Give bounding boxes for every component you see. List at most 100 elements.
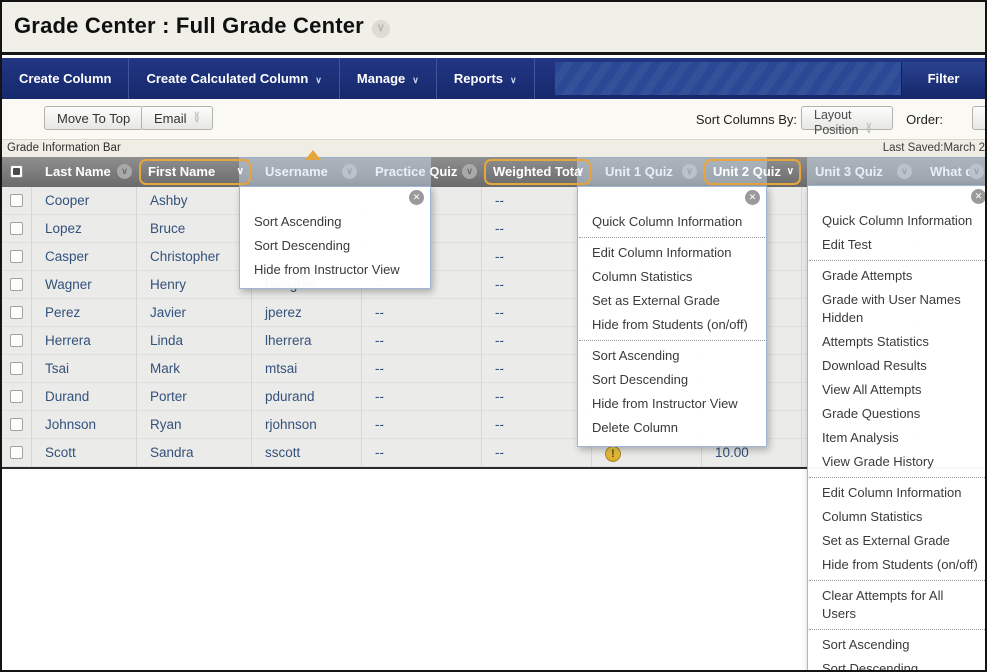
column-menu-icon[interactable]: ∨ bbox=[462, 164, 477, 179]
row-checkbox[interactable] bbox=[10, 222, 23, 235]
select-all-header-cell[interactable] bbox=[2, 157, 32, 187]
column-header-unit-2-quiz[interactable]: Unit 2 Quiz ∨ bbox=[702, 157, 802, 187]
grade-cell[interactable]: -- bbox=[482, 411, 592, 439]
grade-cell[interactable] bbox=[702, 243, 802, 271]
select-all-checkbox[interactable] bbox=[10, 165, 23, 178]
grade-cell[interactable] bbox=[702, 327, 802, 355]
grade-cell[interactable]: -- bbox=[482, 215, 592, 243]
row-checkbox[interactable] bbox=[10, 250, 23, 263]
menu-item-sort-descending[interactable]: Sort Descending bbox=[254, 238, 351, 253]
row-checkbox[interactable] bbox=[10, 362, 23, 375]
grade-cell[interactable] bbox=[702, 215, 802, 243]
grade-information-bar-label[interactable]: Grade Information Bar bbox=[7, 142, 121, 154]
close-icon[interactable]: ✕ bbox=[745, 190, 760, 205]
menu-item-sort-ascending[interactable]: Sort Ascending bbox=[592, 348, 680, 363]
menu-item-grade-with-user-names-hidden[interactable]: Grade with User Names Hidden bbox=[822, 292, 961, 325]
menu-item-edit-test[interactable]: Edit Test bbox=[822, 237, 872, 252]
column-header-unit-1-quiz[interactable]: Unit 1 Quiz ∨ bbox=[592, 157, 702, 187]
menu-item-column-statistics[interactable]: Column Statistics bbox=[592, 269, 693, 284]
grade-cell[interactable]: -- bbox=[362, 383, 482, 411]
nav-item-create-calculated-column[interactable]: Create Calculated Column ∨ bbox=[129, 58, 340, 99]
column-menu-icon[interactable]: ∨ bbox=[342, 164, 357, 179]
grade-cell[interactable]: -- bbox=[362, 411, 482, 439]
column-menu-open-icon[interactable]: ∨ bbox=[576, 166, 584, 177]
column-header-practice-quiz[interactable]: Practice Quiz ∨ bbox=[362, 157, 482, 187]
menu-item-item-analysis[interactable]: Item Analysis bbox=[822, 430, 899, 445]
column-menu-open-icon[interactable]: ∨ bbox=[236, 166, 244, 177]
column-header-first-name[interactable]: First Name ∨ bbox=[137, 157, 252, 187]
row-checkbox[interactable] bbox=[10, 446, 23, 459]
column-menu-icon[interactable]: ∨ bbox=[897, 164, 912, 179]
menu-item-clear-attempts-for-all-users[interactable]: Clear Attempts for All Users bbox=[822, 588, 944, 621]
nav-item-reports[interactable]: Reports ∨ bbox=[437, 58, 535, 99]
menu-item-view-all-attempts[interactable]: View All Attempts bbox=[822, 382, 922, 397]
menu-item-edit-column-information[interactable]: Edit Column Information bbox=[822, 485, 962, 500]
grade-cell[interactable]: -- bbox=[362, 327, 482, 355]
menu-item-download-results[interactable]: Download Results bbox=[822, 358, 927, 373]
grade-cell[interactable] bbox=[362, 187, 482, 215]
menu-item-delete-column[interactable]: Delete Column bbox=[592, 420, 678, 435]
menu-item-sort-ascending[interactable]: Sort Ascending bbox=[254, 214, 342, 229]
menu-item-attempts-statistics[interactable]: Attempts Statistics bbox=[822, 334, 929, 349]
menu-item-view-grade-history[interactable]: View Grade History bbox=[822, 454, 934, 469]
menu-item-hide-from-students-on-off[interactable]: Hide from Students (on/off) bbox=[822, 557, 978, 572]
column-header-weighted-tota[interactable]: Weighted Tota ∨ bbox=[482, 157, 592, 187]
row-checkbox[interactable] bbox=[10, 390, 23, 403]
page-title-menu-icon[interactable]: ∨ bbox=[371, 20, 390, 38]
menu-item-grade-questions[interactable]: Grade Questions bbox=[822, 406, 921, 421]
menu-item-column-statistics[interactable]: Column Statistics bbox=[822, 509, 923, 524]
column-header-username[interactable]: Username ∨ bbox=[252, 157, 362, 187]
grade-cell[interactable]: -- bbox=[362, 355, 482, 383]
grade-cell[interactable]: -- bbox=[482, 439, 592, 467]
grade-cell[interactable] bbox=[702, 411, 802, 439]
row-checkbox[interactable] bbox=[10, 334, 23, 347]
menu-item-sort-ascending[interactable]: Sort Ascending bbox=[822, 637, 910, 652]
order-direction-button[interactable]: ▲ bbox=[972, 106, 985, 130]
move-to-top-button[interactable]: Move To Top bbox=[44, 106, 144, 130]
column-menu-icon[interactable]: ∨ bbox=[117, 164, 132, 179]
grade-cell[interactable]: -- bbox=[482, 383, 592, 411]
grade-cell[interactable] bbox=[702, 355, 802, 383]
menu-item-sort-descending[interactable]: Sort Descending bbox=[592, 372, 689, 387]
grade-cell[interactable]: -- bbox=[482, 355, 592, 383]
menu-item-set-as-external-grade[interactable]: Set as External Grade bbox=[592, 293, 720, 308]
grade-cell[interactable] bbox=[362, 243, 482, 271]
grade-cell[interactable] bbox=[362, 215, 482, 243]
grade-cell[interactable] bbox=[702, 271, 802, 299]
grade-cell[interactable]: -- bbox=[482, 243, 592, 271]
column-header-what-do[interactable]: What do ∨ bbox=[917, 157, 985, 187]
active-column-header-box[interactable]: Weighted Tota ∨ bbox=[484, 159, 591, 185]
menu-item-quick-column-information[interactable]: Quick Column Information bbox=[822, 213, 973, 228]
menu-item-edit-column-information[interactable]: Edit Column Information bbox=[592, 245, 732, 260]
grade-cell[interactable]: -- bbox=[362, 299, 482, 327]
menu-item-set-as-external-grade[interactable]: Set as External Grade bbox=[822, 533, 950, 548]
row-checkbox[interactable] bbox=[10, 278, 23, 291]
grade-cell[interactable]: -- bbox=[482, 299, 592, 327]
column-header-unit-3-quiz[interactable]: Unit 3 Quiz ∨ bbox=[802, 157, 917, 187]
column-menu-open-icon[interactable]: ∨ bbox=[786, 166, 794, 177]
grade-cell[interactable]: -- bbox=[362, 439, 482, 467]
row-checkbox[interactable] bbox=[10, 306, 23, 319]
column-menu-icon[interactable]: ∨ bbox=[682, 164, 697, 179]
grade-cell[interactable]: 10.00 bbox=[702, 439, 802, 467]
layout-position-select[interactable]: Layout Position ∨ ∨ bbox=[801, 106, 893, 137]
grade-cell[interactable]: -- bbox=[482, 327, 592, 355]
nav-item-manage[interactable]: Manage ∨ bbox=[340, 58, 437, 99]
row-checkbox[interactable] bbox=[10, 194, 23, 207]
grade-cell[interactable] bbox=[702, 299, 802, 327]
menu-item-grade-attempts[interactable]: Grade Attempts bbox=[822, 268, 913, 283]
active-column-header-box[interactable]: Unit 2 Quiz ∨ bbox=[704, 159, 801, 185]
grade-cell[interactable]: -- bbox=[482, 271, 592, 299]
nav-item-create-column[interactable]: Create Column bbox=[2, 58, 130, 99]
close-icon[interactable]: ✕ bbox=[409, 190, 424, 205]
grade-cell[interactable]: -- bbox=[482, 187, 592, 215]
grade-cell[interactable] bbox=[702, 383, 802, 411]
column-header-last-name[interactable]: Last Name ∨ bbox=[32, 157, 137, 187]
menu-item-quick-column-information[interactable]: Quick Column Information bbox=[592, 214, 743, 229]
row-checkbox[interactable] bbox=[10, 418, 23, 431]
grade-cell[interactable] bbox=[702, 187, 802, 215]
email-button[interactable]: Email ∨ ∨ bbox=[141, 106, 214, 130]
menu-item-hide-from-instructor-view[interactable]: Hide from Instructor View bbox=[592, 396, 738, 411]
close-icon[interactable]: ✕ bbox=[971, 189, 985, 204]
menu-item-hide-from-students-on-off[interactable]: Hide from Students (on/off) bbox=[592, 317, 748, 332]
